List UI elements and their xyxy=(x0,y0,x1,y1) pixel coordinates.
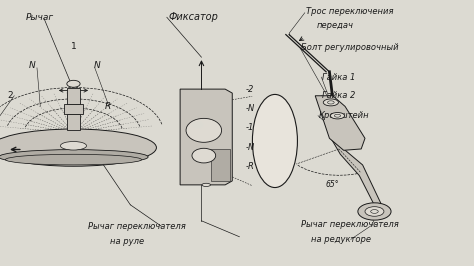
Polygon shape xyxy=(329,136,382,213)
Ellipse shape xyxy=(61,142,86,150)
Text: на редукторе: на редукторе xyxy=(311,235,372,244)
Text: передач: передач xyxy=(317,21,354,30)
Ellipse shape xyxy=(323,99,338,106)
Text: -1: -1 xyxy=(246,123,255,132)
Ellipse shape xyxy=(328,101,334,104)
Polygon shape xyxy=(64,104,83,114)
Polygon shape xyxy=(67,114,80,130)
Text: -2: -2 xyxy=(246,85,255,94)
Ellipse shape xyxy=(330,113,345,119)
Text: Рычаг: Рычаг xyxy=(26,13,54,22)
Polygon shape xyxy=(180,89,232,185)
Text: на руле: на руле xyxy=(110,237,145,246)
Ellipse shape xyxy=(0,149,148,164)
Ellipse shape xyxy=(358,203,391,220)
Ellipse shape xyxy=(202,183,210,186)
Ellipse shape xyxy=(67,80,80,87)
Polygon shape xyxy=(67,88,80,104)
Text: Рычаг переключателя: Рычаг переключателя xyxy=(88,222,185,231)
Text: 1: 1 xyxy=(71,42,76,51)
Polygon shape xyxy=(211,149,230,181)
Text: Гайка 1: Гайка 1 xyxy=(322,73,356,82)
Text: Трос переключения: Трос переключения xyxy=(306,7,393,16)
Ellipse shape xyxy=(371,210,378,213)
Ellipse shape xyxy=(6,154,141,165)
Text: Рычаг переключателя: Рычаг переключателя xyxy=(301,220,399,229)
Ellipse shape xyxy=(334,114,340,117)
Ellipse shape xyxy=(365,207,384,216)
Ellipse shape xyxy=(192,148,216,163)
Ellipse shape xyxy=(186,118,221,142)
Ellipse shape xyxy=(252,94,297,188)
Text: N: N xyxy=(94,61,100,70)
Text: N: N xyxy=(29,61,36,70)
Ellipse shape xyxy=(0,129,156,166)
Text: Гайка 2: Гайка 2 xyxy=(322,91,356,100)
Text: 65°: 65° xyxy=(326,180,339,189)
Text: -N: -N xyxy=(246,143,255,152)
Text: 2: 2 xyxy=(8,91,13,100)
Polygon shape xyxy=(315,96,365,150)
Ellipse shape xyxy=(191,121,203,129)
Text: R: R xyxy=(105,102,111,111)
Text: -N: -N xyxy=(246,104,255,113)
Text: Кронштейн: Кронштейн xyxy=(319,111,370,120)
Text: -R: -R xyxy=(246,162,255,171)
Text: Фиксатор: Фиксатор xyxy=(168,12,218,22)
Text: Болт регулировочный: Болт регулировочный xyxy=(301,43,399,52)
